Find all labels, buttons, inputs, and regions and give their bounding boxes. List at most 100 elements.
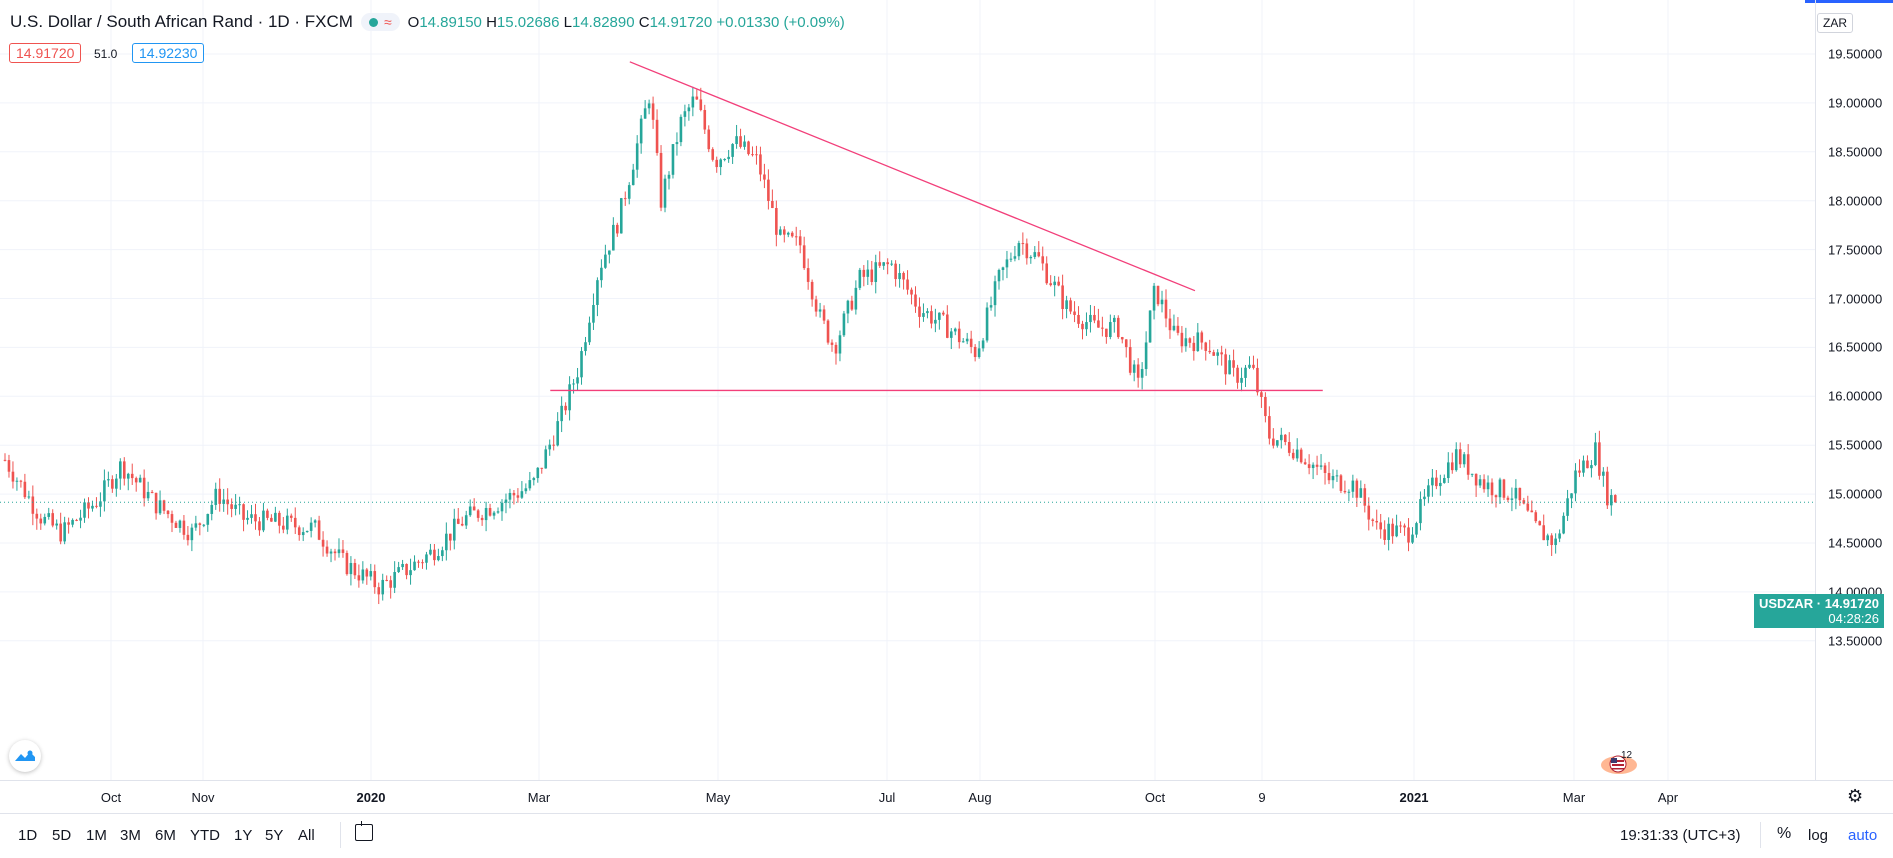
candle-body	[739, 136, 742, 147]
candle-body	[357, 575, 361, 581]
economic-event-flag-icon[interactable]	[1600, 752, 1640, 776]
candle-body	[639, 118, 643, 144]
candle-body	[790, 232, 794, 237]
candle-body	[608, 250, 611, 255]
price-axis-separator	[1815, 0, 1816, 780]
event-count-badge: 12	[1621, 750, 1633, 761]
candle-body	[1598, 442, 1601, 476]
gear-icon[interactable]: ⚙	[1847, 786, 1864, 806]
spread-value: 51.0	[94, 47, 118, 61]
candle-body	[1049, 283, 1052, 286]
candle-body	[59, 523, 62, 542]
candle-body	[898, 272, 901, 280]
candle-body	[337, 549, 341, 554]
log-scale-toggle[interactable]: log	[1808, 827, 1829, 844]
candle-body	[1287, 442, 1291, 453]
candle-body	[842, 313, 846, 336]
candle-body	[79, 517, 82, 521]
time-tick-label: Mar	[1562, 790, 1586, 805]
candle-body	[130, 473, 134, 479]
price-chart[interactable]	[0, 0, 1815, 780]
candle-body	[922, 313, 925, 317]
candle-body	[313, 520, 317, 523]
candle-body	[297, 527, 301, 536]
candle-body	[1399, 525, 1402, 527]
calendar-goto-icon[interactable]	[355, 821, 373, 841]
percent-scale-toggle[interactable]: %	[1777, 825, 1792, 842]
candle-body	[186, 534, 190, 541]
candle-body	[1041, 256, 1045, 264]
candle-body	[707, 129, 711, 150]
candle-body	[119, 461, 122, 479]
candle-body	[715, 159, 719, 168]
range-button-1m[interactable]: 1M	[86, 827, 107, 844]
resistance-trendline	[629, 61, 1196, 292]
top-accent-bar	[1805, 0, 1893, 3]
candle-body	[564, 405, 567, 411]
range-button-all[interactable]: All	[298, 827, 315, 844]
candle-body	[619, 198, 623, 234]
candle-body	[122, 461, 126, 479]
range-button-3m[interactable]: 3M	[120, 827, 141, 844]
price-tick-label: 18.00000	[1828, 193, 1883, 209]
candle-body	[1387, 523, 1390, 540]
candle-body	[1240, 377, 1243, 383]
range-button-1d[interactable]: 1D	[18, 827, 38, 844]
time-tick-label: May	[705, 790, 731, 805]
candle-body	[691, 96, 695, 108]
candle-body	[1017, 243, 1021, 257]
candle-body	[1415, 523, 1418, 535]
range-button-5y[interactable]: 5Y	[265, 827, 284, 844]
candle-body	[1001, 267, 1005, 270]
candle-body	[775, 208, 778, 235]
candle-body	[1578, 470, 1581, 473]
candle-body	[1160, 299, 1164, 305]
candle-body	[413, 561, 416, 571]
candle-body	[1204, 342, 1208, 351]
sell-button[interactable]: 14.91720	[9, 43, 82, 63]
market-status-pill[interactable]: ≈	[360, 13, 400, 31]
candle-body	[1105, 328, 1108, 337]
candle-body	[711, 149, 715, 160]
candle-body	[1276, 440, 1279, 446]
candle-body	[1228, 360, 1231, 375]
candle-body	[767, 179, 770, 201]
toolbar-divider	[340, 822, 341, 848]
candle-body	[997, 269, 1001, 282]
candle-body	[727, 156, 730, 160]
range-button-5d[interactable]: 5D	[52, 827, 72, 844]
candle-body	[731, 144, 734, 157]
candle-body	[985, 307, 989, 341]
candle-body	[1120, 337, 1124, 340]
candle-body	[1140, 369, 1144, 378]
candle-body	[866, 269, 870, 277]
candle-body	[452, 518, 456, 541]
buy-button[interactable]: 14.92230	[132, 43, 205, 63]
clock-timezone[interactable]: 19:31:33 (UTC+3)	[1620, 827, 1741, 844]
candle-body	[1510, 498, 1514, 500]
candle-body	[1236, 367, 1239, 383]
candle-body	[258, 521, 261, 531]
candle-body	[1232, 360, 1235, 368]
time-tick-label: 2021	[1399, 790, 1429, 805]
range-button-ytd[interactable]: YTD	[190, 827, 220, 844]
candle-body	[274, 512, 277, 522]
candle-body	[385, 579, 388, 581]
candle-body	[1101, 327, 1104, 329]
symbol-title[interactable]: U.S. Dollar / South African Rand · 1D · …	[10, 12, 353, 31]
candle-body	[441, 550, 444, 557]
candle-body	[317, 520, 321, 540]
candle-body	[763, 174, 766, 180]
auto-scale-toggle[interactable]: auto	[1848, 827, 1878, 844]
range-button-6m[interactable]: 6M	[155, 827, 176, 844]
tradingview-logo-icon[interactable]	[9, 740, 41, 772]
candle-body	[1196, 332, 1200, 352]
candle-body	[1224, 354, 1227, 375]
range-button-1y[interactable]: 1Y	[234, 827, 253, 844]
candle-body	[397, 567, 400, 573]
candle-body	[472, 506, 476, 511]
candle-body	[1427, 485, 1430, 497]
candle-body	[1069, 300, 1072, 312]
currency-badge[interactable]: ZAR	[1817, 13, 1853, 33]
candle-body	[826, 320, 830, 343]
